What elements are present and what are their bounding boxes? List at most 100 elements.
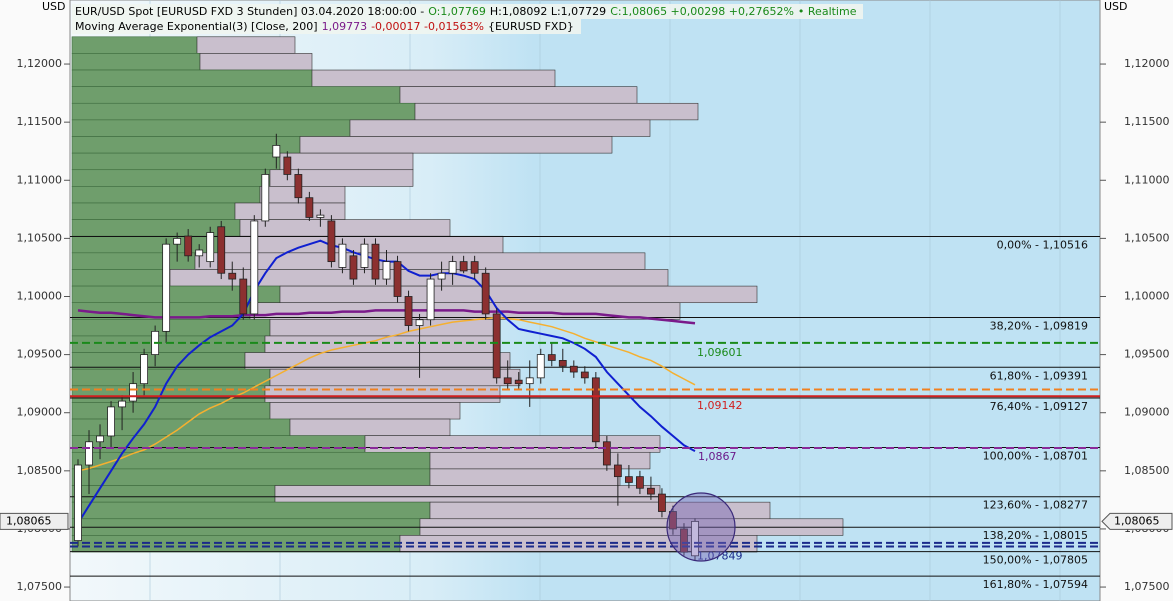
candle-body — [349, 255, 358, 280]
volume-profile-down — [259, 186, 346, 204]
volume-profile-down — [269, 402, 461, 420]
header-piece: {EURUSD FXD} — [487, 20, 574, 33]
candle-body — [217, 226, 226, 274]
candle-body — [448, 261, 457, 274]
candle-body — [525, 377, 534, 385]
volume-profile-up — [71, 252, 196, 270]
candle-body — [459, 261, 468, 272]
candle-body — [129, 383, 137, 402]
candle-body — [228, 272, 237, 280]
fib-label: 100,00% - 1,08701 — [983, 449, 1088, 462]
left-axis-bg — [0, 0, 70, 601]
y-tick-label-left: 1,09000 — [17, 406, 63, 419]
volume-profile-down — [269, 368, 521, 387]
y-tick-label-right: 1,11000 — [1124, 173, 1170, 186]
fib-label: 61,80% - 1,09391 — [990, 369, 1088, 382]
candle-body — [481, 272, 490, 315]
y-tick-label-left: 1,11000 — [17, 173, 63, 186]
volume-profile-down — [239, 219, 451, 237]
candle-body — [636, 476, 644, 489]
candle-body — [624, 476, 633, 483]
volume-profile-down — [414, 102, 699, 121]
volume-profile-down — [349, 119, 651, 137]
candle-body — [184, 235, 193, 257]
header-piece: H:1,08092 L:1,07729 — [489, 5, 607, 18]
candle-body — [261, 174, 270, 222]
y-unit-right: USD — [1104, 0, 1128, 13]
candle-body — [691, 520, 699, 557]
candle-body — [305, 197, 314, 218]
moving-average — [77, 316, 696, 472]
candle-body — [96, 435, 104, 443]
fib-label: 161,80% - 1,07594 — [983, 578, 1088, 591]
fib-label: 138,20% - 1,08015 — [983, 529, 1088, 542]
candle-body — [338, 243, 347, 268]
y-tick-label-right: 1,08500 — [1124, 464, 1170, 477]
y-tick-label-right: 1,07500 — [1124, 580, 1170, 593]
y-tick-label-right: 1,11500 — [1124, 115, 1170, 128]
candle-body — [294, 174, 303, 199]
candle-body — [371, 243, 380, 280]
candle-body — [382, 261, 391, 280]
volume-profile-up — [71, 468, 431, 486]
y-tick-label-right: 1,12000 — [1124, 57, 1170, 70]
right-axis-bg — [1100, 0, 1173, 601]
volume-profile-down — [311, 69, 556, 87]
candle-body — [206, 232, 215, 263]
candle-body — [327, 220, 336, 263]
fib-label: 123,60% - 1,08277 — [983, 499, 1088, 512]
volume-profile-up — [71, 269, 171, 287]
candle-body — [74, 464, 82, 541]
candle-body — [415, 319, 424, 326]
candle-body — [569, 365, 578, 373]
volume-profile-down — [429, 468, 621, 486]
volume-profile-down — [196, 36, 296, 54]
y-tick-label-left: 1,12000 — [17, 57, 63, 70]
candle-body — [239, 278, 248, 315]
y-unit-left: USD — [42, 0, 66, 13]
y-tick-label-right: 1,10000 — [1124, 289, 1170, 302]
price-tag-right-box — [1101, 512, 1173, 530]
level-label: 1,09142 — [697, 399, 743, 412]
volume-profile-up — [71, 36, 198, 54]
ma-end-label: 1,0867 — [698, 450, 737, 463]
volume-profile-down — [364, 435, 661, 453]
volume-profile-up — [71, 451, 431, 470]
candle-body — [283, 156, 292, 175]
volume-profile-up — [71, 202, 236, 220]
candle-body — [591, 377, 600, 443]
header-line-1: EUR/USD Spot [EURUSD FXD 3 Stunden] 03.0… — [72, 4, 864, 19]
header-piece: -0,00017 -0,01563% — [371, 20, 484, 33]
candle-body — [140, 354, 149, 385]
y-tick-label-left: 1,07500 — [17, 580, 63, 593]
volume-profile-up — [71, 435, 366, 453]
y-tick-label-right: 1,10500 — [1124, 231, 1170, 244]
candle-body — [118, 400, 126, 408]
header-piece: C:1,08065 +0,00298 +0,27652% — [610, 5, 794, 18]
fib-label: 76,40% - 1,09127 — [990, 400, 1088, 413]
volume-profile-up — [71, 136, 301, 154]
header-piece: EUR/USD Spot [EURUSD FXD 3 Stunden] 03.0… — [75, 5, 425, 18]
fib-label: 0,00% - 1,10516 — [997, 239, 1088, 252]
candle-body — [669, 511, 677, 530]
y-tick-label-left: 1,08500 — [17, 464, 63, 477]
price-tag-left-box — [0, 512, 69, 530]
header-piece: O:1,07769 — [428, 5, 486, 18]
volume-profile-down — [264, 385, 501, 403]
y-tick-label-left: 1,09500 — [17, 348, 63, 361]
volume-profile-up — [71, 186, 261, 204]
candle-body — [107, 406, 115, 437]
candle-body — [547, 354, 556, 361]
header-piece: • Realtime — [797, 5, 857, 18]
candle-body — [173, 237, 182, 245]
volume-profile-down — [279, 152, 414, 171]
header-line-2: Moving Average Exponential(3) [Close, 20… — [72, 19, 581, 34]
volume-profile-up — [71, 352, 246, 370]
volume-profile-up — [71, 169, 271, 187]
moving-average — [77, 309, 696, 325]
y-tick-label-left: 1,11500 — [17, 115, 63, 128]
candle-body — [272, 144, 281, 158]
candle-body — [580, 371, 589, 379]
volume-profile-up — [71, 86, 401, 104]
